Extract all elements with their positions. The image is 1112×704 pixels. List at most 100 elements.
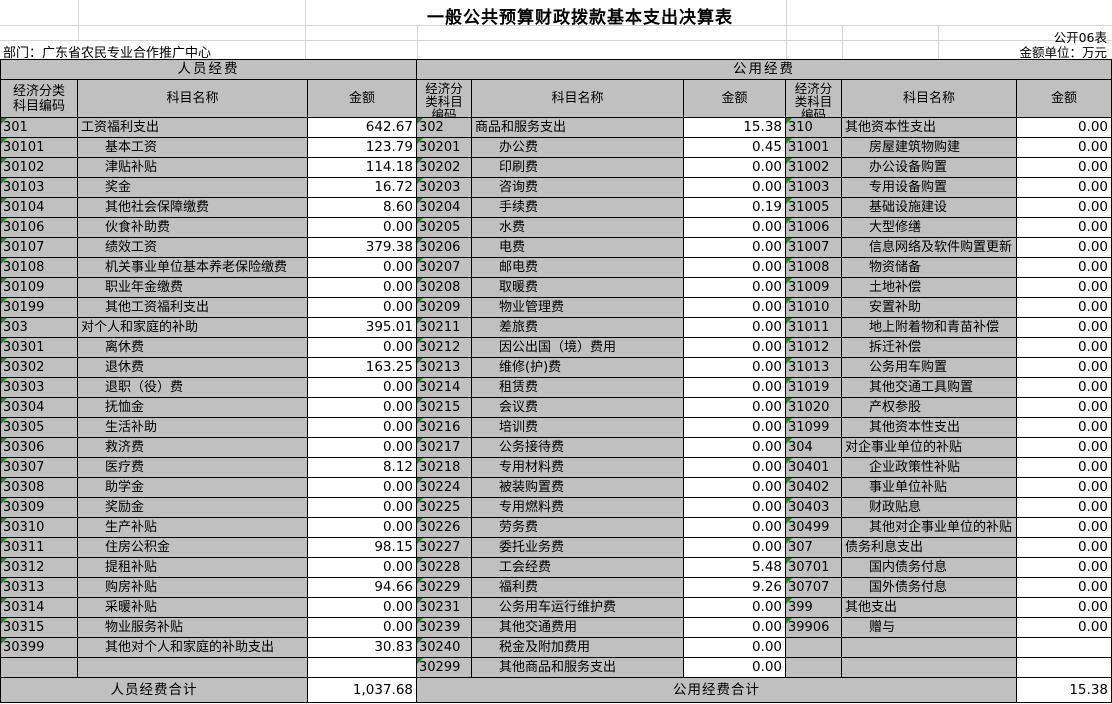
subject-name-cell[interactable]: 大型修缮 bbox=[842, 218, 1017, 238]
code-cell[interactable]: 307 bbox=[786, 538, 842, 558]
amount-cell[interactable]: 0.00 bbox=[684, 498, 786, 518]
code-cell[interactable]: 30307 bbox=[1, 458, 78, 478]
subject-name-cell[interactable]: 基础设施建设 bbox=[842, 198, 1017, 218]
amount-cell[interactable]: 98.15 bbox=[308, 538, 417, 558]
amount-cell[interactable]: 0.00 bbox=[684, 338, 786, 358]
subject-name-cell[interactable]: 抚恤金 bbox=[78, 398, 308, 418]
code-cell[interactable]: 31009 bbox=[786, 278, 842, 298]
subject-name-cell[interactable]: 咨询费 bbox=[472, 178, 684, 198]
public-total-label[interactable]: 公用经费合计 bbox=[417, 678, 1017, 703]
amount-cell[interactable]: 0.00 bbox=[1017, 198, 1112, 218]
code-cell[interactable]: 30302 bbox=[1, 358, 78, 378]
subject-name-cell[interactable]: 办公设备购置 bbox=[842, 158, 1017, 178]
subject-name-cell[interactable]: 国外债务付息 bbox=[842, 578, 1017, 598]
amount-cell[interactable]: 0.00 bbox=[684, 298, 786, 318]
subject-name-cell[interactable]: 培训费 bbox=[472, 418, 684, 438]
empty-cell[interactable] bbox=[308, 658, 417, 678]
subject-name-cell[interactable]: 电费 bbox=[472, 238, 684, 258]
amount-cell[interactable]: 0.00 bbox=[684, 638, 786, 658]
code-cell[interactable]: 30303 bbox=[1, 378, 78, 398]
code-cell[interactable]: 30314 bbox=[1, 598, 78, 618]
subject-name-cell[interactable]: 专用设备购置 bbox=[842, 178, 1017, 198]
code-cell[interactable]: 30399 bbox=[1, 638, 78, 658]
code-cell[interactable]: 30313 bbox=[1, 578, 78, 598]
subject-name-cell[interactable]: 伙食补助费 bbox=[78, 218, 308, 238]
amount-cell[interactable]: 0.00 bbox=[308, 398, 417, 418]
amount-cell[interactable]: 0.00 bbox=[308, 378, 417, 398]
empty-cell[interactable] bbox=[1017, 658, 1112, 678]
amount-cell[interactable]: 0.00 bbox=[684, 278, 786, 298]
subject-name-cell[interactable]: 提租补贴 bbox=[78, 558, 308, 578]
subject-name-cell[interactable]: 其他商品和服务支出 bbox=[472, 658, 684, 678]
empty-cell[interactable] bbox=[786, 658, 842, 678]
subject-name-cell[interactable]: 税金及附加费用 bbox=[472, 638, 684, 658]
subject-name-cell[interactable]: 其他社会保障缴费 bbox=[78, 198, 308, 218]
code-cell[interactable]: 30304 bbox=[1, 398, 78, 418]
subject-name-cell[interactable]: 对个人和家庭的补助 bbox=[78, 318, 308, 338]
code-cell[interactable]: 30308 bbox=[1, 478, 78, 498]
amount-cell[interactable]: 0.00 bbox=[308, 438, 417, 458]
amount-cell[interactable]: 0.00 bbox=[308, 618, 417, 638]
code-cell[interactable]: 30401 bbox=[786, 458, 842, 478]
subject-name-cell[interactable]: 拆迁补偿 bbox=[842, 338, 1017, 358]
subject-name-cell[interactable]: 信息网络及软件购置更新 bbox=[842, 238, 1017, 258]
amount-cell[interactable]: 0.00 bbox=[684, 398, 786, 418]
subject-name-cell[interactable]: 维修(护)费 bbox=[472, 358, 684, 378]
code-cell[interactable]: 31020 bbox=[786, 398, 842, 418]
subject-name-cell[interactable]: 福利费 bbox=[472, 578, 684, 598]
code-cell[interactable]: 30306 bbox=[1, 438, 78, 458]
amount-cell[interactable]: 0.00 bbox=[1017, 518, 1112, 538]
code-cell[interactable]: 31001 bbox=[786, 138, 842, 158]
subject-name-cell[interactable]: 差旅费 bbox=[472, 318, 684, 338]
amount-cell[interactable]: 0.00 bbox=[308, 478, 417, 498]
subject-name-cell[interactable]: 购房补贴 bbox=[78, 578, 308, 598]
code-cell[interactable]: 30701 bbox=[786, 558, 842, 578]
subject-name-cell[interactable]: 物业管理费 bbox=[472, 298, 684, 318]
code-cell[interactable]: 303 bbox=[1, 318, 78, 338]
column-header-subject[interactable]: 科目名称 bbox=[78, 80, 308, 118]
code-cell[interactable]: 31013 bbox=[786, 358, 842, 378]
subject-name-cell[interactable]: 其他资本性支出 bbox=[842, 118, 1017, 138]
amount-cell[interactable]: 15.38 bbox=[684, 118, 786, 138]
group-header-personnel[interactable]: 人员经费 bbox=[1, 60, 417, 80]
subject-name-cell[interactable]: 奖金 bbox=[78, 178, 308, 198]
code-cell[interactable]: 30239 bbox=[417, 618, 472, 638]
code-cell[interactable]: 30109 bbox=[1, 278, 78, 298]
amount-cell[interactable]: 0.00 bbox=[1017, 118, 1112, 138]
subject-name-cell[interactable]: 生产补贴 bbox=[78, 518, 308, 538]
code-cell[interactable]: 30106 bbox=[1, 218, 78, 238]
subject-name-cell[interactable]: 租赁费 bbox=[472, 378, 684, 398]
amount-cell[interactable]: 0.00 bbox=[1017, 558, 1112, 578]
subject-name-cell[interactable]: 离休费 bbox=[78, 338, 308, 358]
subject-name-cell[interactable]: 印刷费 bbox=[472, 158, 684, 178]
subject-name-cell[interactable]: 救济费 bbox=[78, 438, 308, 458]
code-cell[interactable]: 30315 bbox=[1, 618, 78, 638]
subject-name-cell[interactable]: 采暖补贴 bbox=[78, 598, 308, 618]
code-cell[interactable]: 30226 bbox=[417, 518, 472, 538]
code-cell[interactable]: 304 bbox=[786, 438, 842, 458]
amount-cell[interactable]: 8.12 bbox=[308, 458, 417, 478]
amount-cell[interactable]: 0.00 bbox=[308, 258, 417, 278]
amount-cell[interactable]: 0.00 bbox=[1017, 438, 1112, 458]
amount-cell[interactable]: 0.00 bbox=[1017, 158, 1112, 178]
subject-name-cell[interactable]: 其他对企事业单位的补贴 bbox=[842, 518, 1017, 538]
amount-cell[interactable]: 0.00 bbox=[1017, 418, 1112, 438]
amount-cell[interactable]: 0.00 bbox=[308, 498, 417, 518]
subject-name-cell[interactable]: 劳务费 bbox=[472, 518, 684, 538]
amount-cell[interactable]: 5.48 bbox=[684, 558, 786, 578]
subject-name-cell[interactable]: 会议费 bbox=[472, 398, 684, 418]
empty-cell[interactable] bbox=[1, 658, 78, 678]
code-cell[interactable]: 302 bbox=[417, 118, 472, 138]
amount-cell[interactable]: 0.00 bbox=[308, 218, 417, 238]
code-cell[interactable]: 31019 bbox=[786, 378, 842, 398]
amount-cell[interactable]: 0.00 bbox=[684, 378, 786, 398]
subject-name-cell[interactable]: 奖励金 bbox=[78, 498, 308, 518]
code-cell[interactable]: 30107 bbox=[1, 238, 78, 258]
subject-name-cell[interactable]: 其他交通费用 bbox=[472, 618, 684, 638]
group-header-public[interactable]: 公用经费 bbox=[417, 60, 1112, 80]
amount-cell[interactable]: 0.00 bbox=[308, 278, 417, 298]
code-cell[interactable]: 30102 bbox=[1, 158, 78, 178]
code-cell[interactable]: 31010 bbox=[786, 298, 842, 318]
amount-cell[interactable]: 0.00 bbox=[684, 658, 786, 678]
subject-name-cell[interactable]: 事业单位补贴 bbox=[842, 478, 1017, 498]
